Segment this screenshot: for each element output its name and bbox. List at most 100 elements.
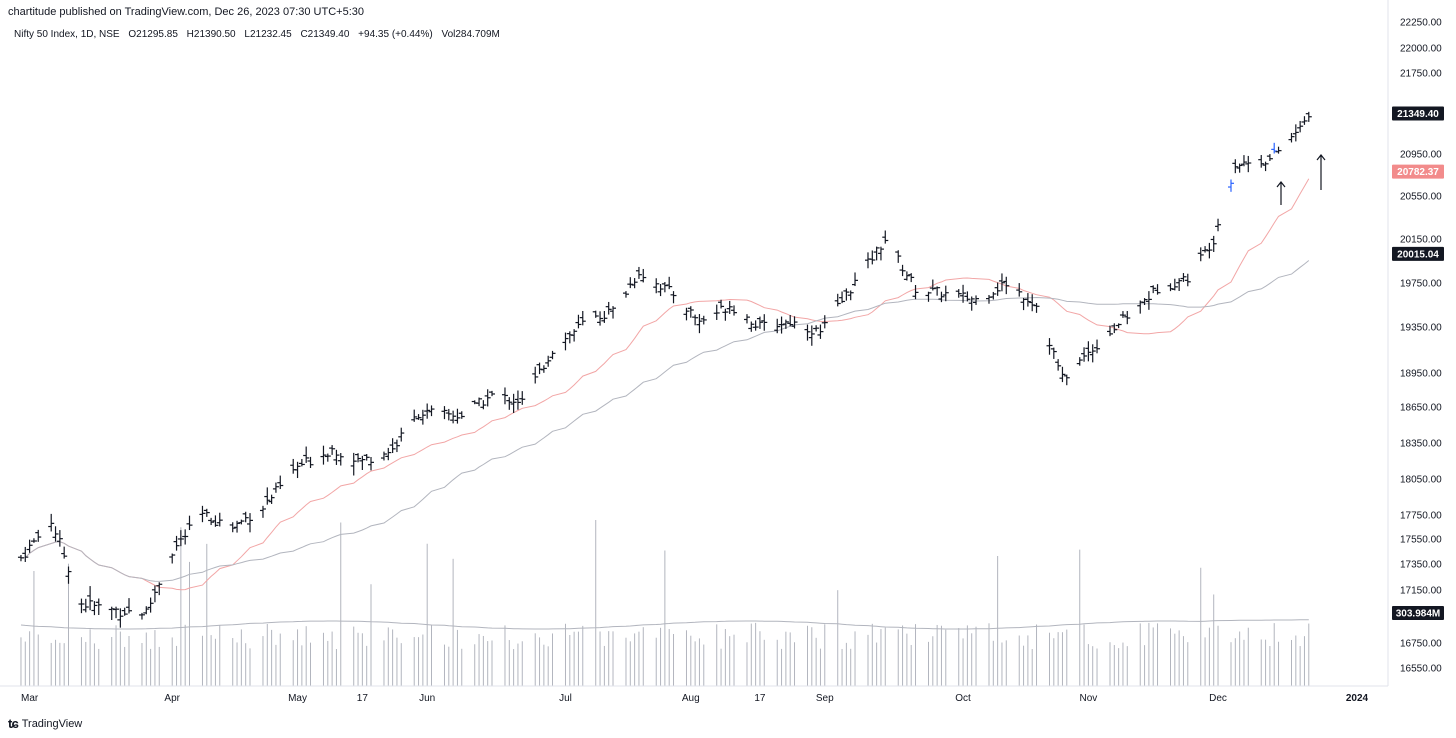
ohlc-bar — [91, 601, 98, 616]
ohlc-bar — [973, 295, 980, 305]
ohlc-bar — [622, 291, 629, 298]
ohlc-bar — [1297, 120, 1304, 133]
ohlc-bar — [821, 315, 828, 329]
ohlc-bar — [519, 391, 526, 405]
ohlc-bar — [126, 598, 133, 614]
ohlc-bar — [579, 310, 586, 326]
ohlc-bar — [994, 282, 1001, 296]
ohlc-bar — [177, 530, 184, 547]
ohlc-bar — [985, 294, 992, 304]
moving-averages — [20, 178, 1310, 630]
ohlc-bar — [808, 325, 815, 346]
ohlc-bar — [1236, 163, 1243, 173]
price-axis-tick-label: 22000.00 — [1400, 44, 1442, 55]
ohlc-bar — [597, 311, 604, 326]
ohlc-bar — [441, 406, 448, 420]
ohlc-bar — [1003, 276, 1010, 295]
ohlc-bar — [169, 553, 176, 564]
ohlc-bar — [247, 513, 254, 533]
price-tag-label: 21349.40 — [1397, 109, 1439, 120]
ohlc-bar — [1016, 283, 1023, 297]
ohlc-bar — [22, 546, 29, 562]
price-axis-tick-label: 21750.00 — [1400, 69, 1442, 80]
ohlc-bar — [601, 311, 608, 323]
ohlc-bar — [117, 608, 124, 628]
symbol-name[interactable]: Nifty 50 Index, 1D, NSE — [14, 29, 120, 40]
ma-long-line — [20, 260, 1310, 582]
ohlc-bar — [329, 445, 336, 455]
ohlc-bar — [990, 291, 997, 300]
time-axis-tick-label: Oct — [955, 693, 971, 704]
price-tag-label: 20015.04 — [1397, 249, 1439, 260]
ohlc-bar — [726, 300, 733, 314]
tradingview-logo[interactable]: ʨ TradingView — [8, 716, 82, 731]
price-tag-label: 20782.37 — [1397, 167, 1439, 178]
ohlc-bar — [203, 508, 210, 517]
publisher-header: chartitude published on TradingView.com,… — [8, 6, 364, 18]
time-axis-tick-label: Mar — [21, 693, 39, 704]
ohlc-bar — [151, 585, 158, 603]
ohlc-bar — [514, 390, 521, 410]
ohlc-bar — [95, 598, 102, 616]
ohlc-bar — [960, 284, 967, 303]
ohlc-bar — [363, 454, 370, 461]
price-axis-tick-label: 22250.00 — [1400, 18, 1442, 29]
ohlc-bar — [1305, 111, 1312, 122]
ohlc-bar — [1141, 298, 1148, 306]
ohlc-bar — [156, 582, 163, 596]
ohlc-bar — [864, 252, 871, 269]
ohlc-bar — [476, 397, 483, 407]
price-tag-bg — [1392, 246, 1444, 261]
ohlc-bar — [696, 314, 703, 334]
price-axis-tick-label: 17550.00 — [1400, 535, 1442, 546]
up-arrow-head — [1316, 154, 1326, 161]
volume-layer — [20, 520, 1310, 686]
ohlc-bar — [113, 606, 120, 619]
ohlc-bar — [264, 487, 271, 505]
ohlc-bar — [1176, 278, 1183, 291]
ohlc-bar — [1266, 154, 1273, 161]
ohlc-bar — [1180, 273, 1187, 282]
ohlc-bar — [873, 246, 880, 261]
ohlc-bar — [242, 511, 249, 523]
price-axis[interactable]: 22250.00 22000.00 21750.00 20950.00 20550.00… — [1400, 18, 1442, 675]
ohlc-bar — [778, 316, 785, 334]
price-tag-bg — [1392, 106, 1444, 121]
ohlc-bar — [229, 522, 236, 533]
up-arrow-head — [1276, 181, 1286, 188]
ohlc-bar — [1089, 344, 1096, 363]
ohlc-bar — [294, 461, 301, 479]
ohlc-bar — [484, 389, 491, 407]
ohlc-bar — [212, 515, 219, 527]
ohlc-bar — [510, 393, 517, 413]
ohlc-bar — [700, 315, 707, 325]
ohlc-bar — [718, 299, 725, 309]
price-axis-tick-label: 18050.00 — [1400, 475, 1442, 486]
ohlc-bar — [65, 566, 72, 584]
price-tags: 21349.40 20782.37 20015.04 303.984M — [1392, 106, 1444, 620]
ohlc-bar — [380, 451, 387, 461]
time-axis-tick-label: Nov — [1079, 693, 1097, 704]
price-tag: 20015.04 — [1392, 246, 1444, 261]
ohlc-bar — [635, 266, 642, 279]
ohlc-high: H21390.50 — [186, 29, 236, 40]
ohlc-bar — [121, 607, 128, 616]
ohlc-bar — [1202, 246, 1209, 253]
ohlc-bar — [324, 453, 331, 462]
up-arrow-icon — [1276, 181, 1286, 205]
ohlc-bar — [147, 597, 154, 613]
ohlc-bar — [108, 606, 115, 620]
ohlc-bar — [26, 539, 33, 553]
ohlc-bar — [1150, 285, 1157, 294]
price-axis-tick-label: 20550.00 — [1400, 192, 1442, 203]
time-axis[interactable]: Mar Apr May 17 Jun Jul Aug 17 Sep Oct Nov Dec 2024 — [21, 693, 1369, 704]
ohlc-bar — [393, 439, 400, 453]
ohlc-bar — [731, 305, 738, 316]
price-axis-tick-label: 17150.00 — [1400, 586, 1442, 597]
price-tag: 303.984M — [1392, 606, 1444, 620]
ohlc-bar — [1258, 155, 1265, 168]
price-axis-tick-label: 20950.00 — [1400, 150, 1442, 161]
ohlc-bar — [1055, 359, 1062, 371]
ohlc-bar — [549, 350, 556, 360]
